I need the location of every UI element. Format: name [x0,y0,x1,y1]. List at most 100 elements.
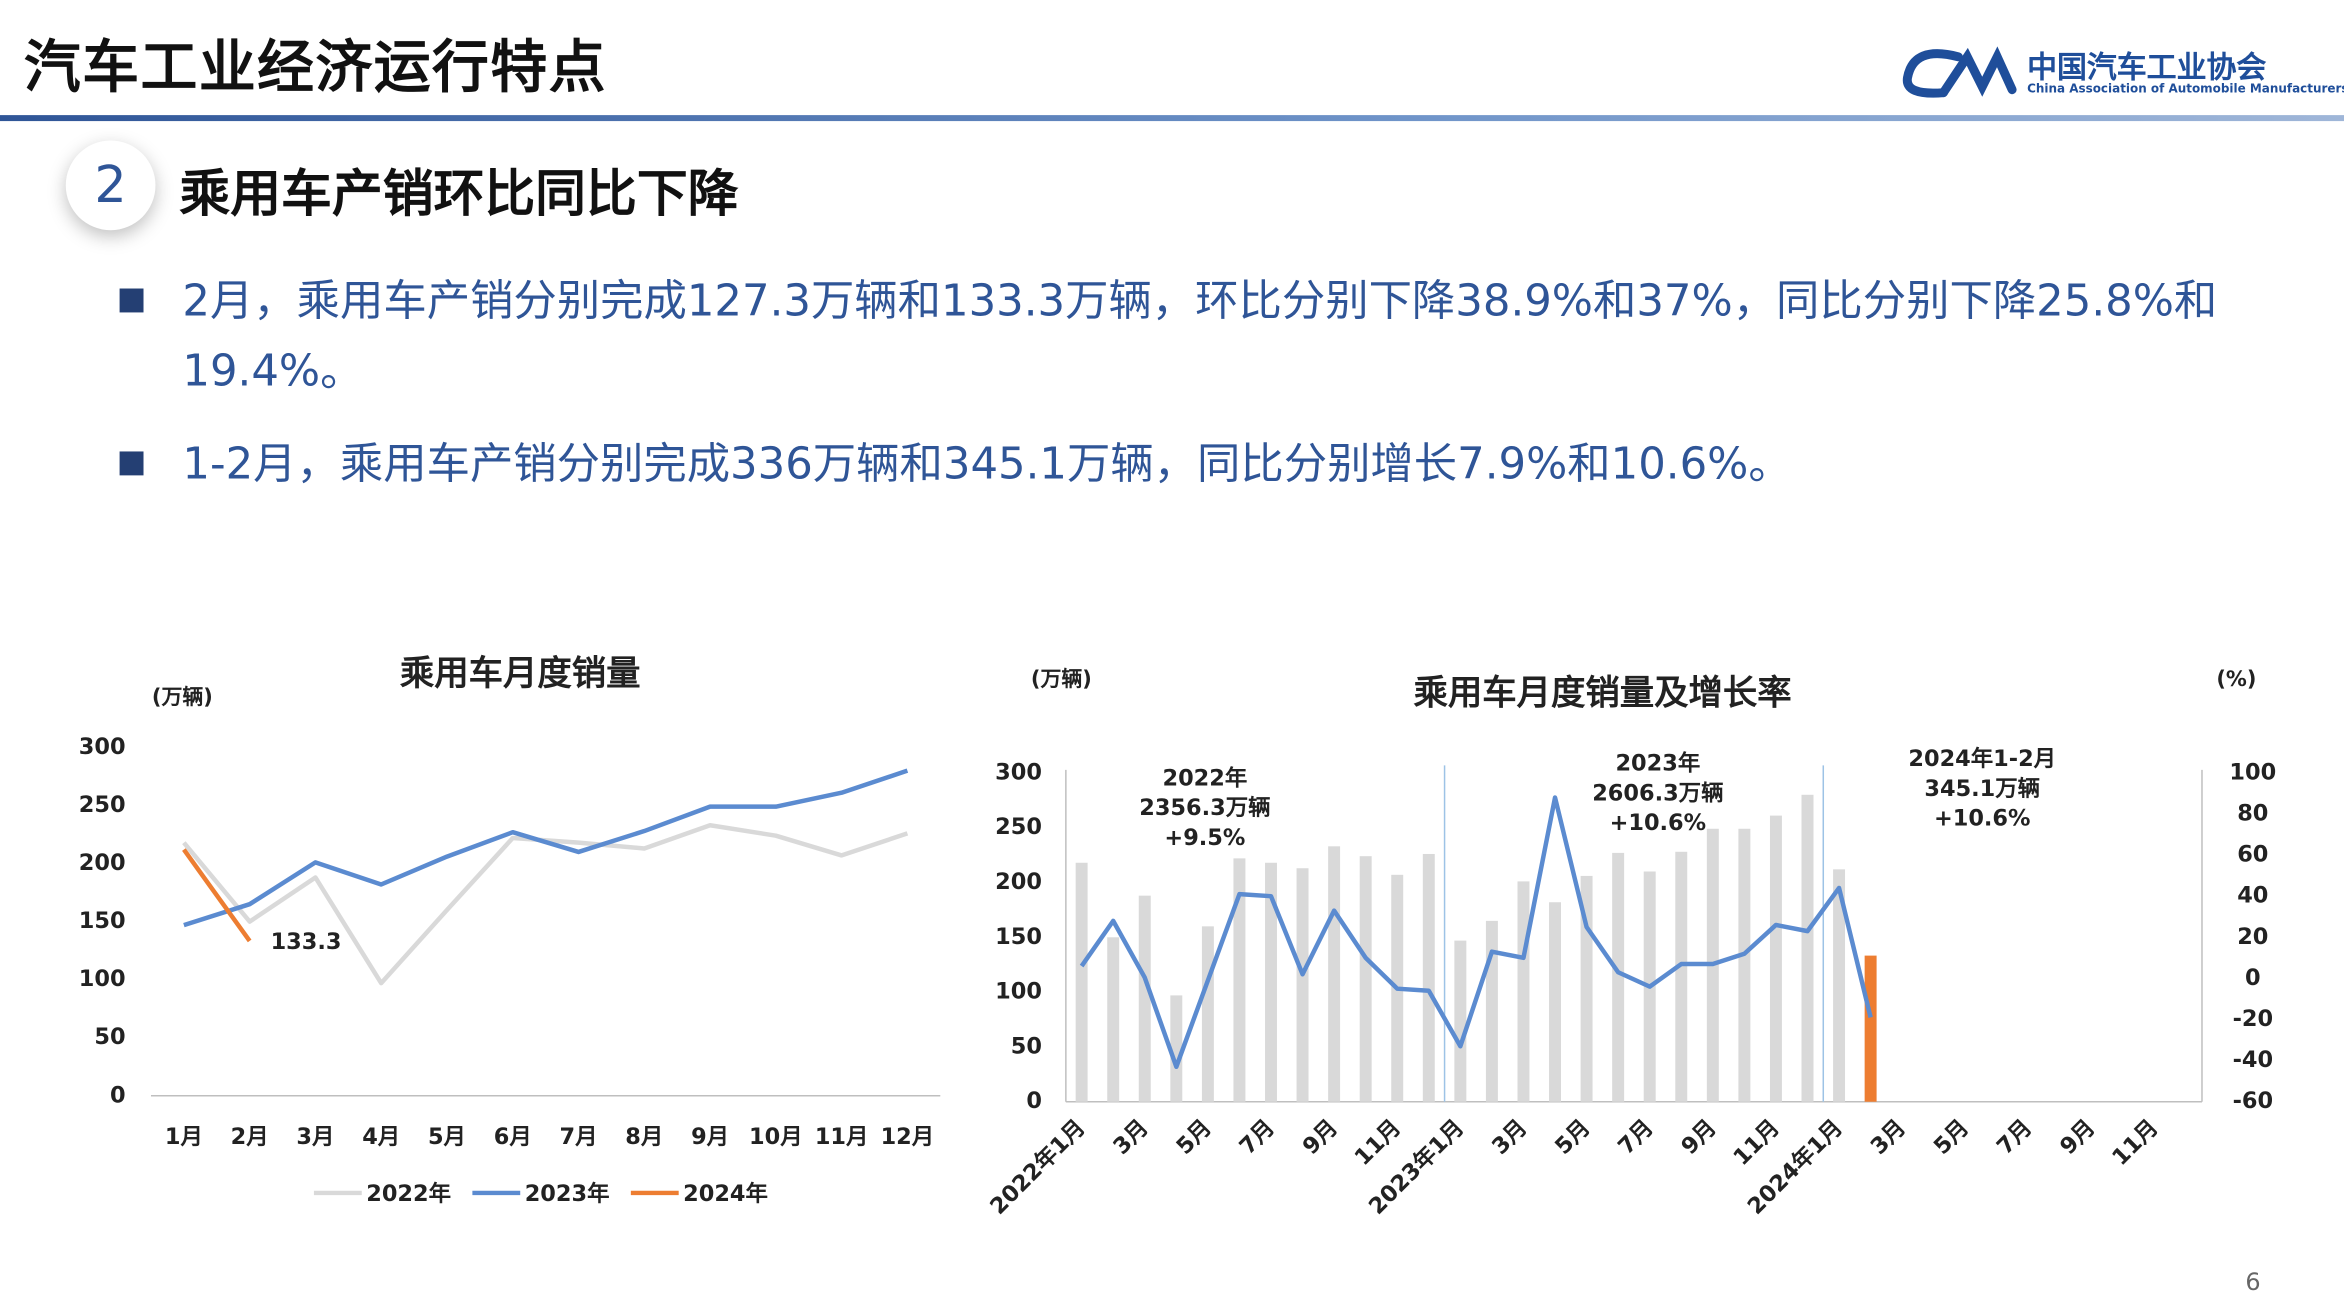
y-tick-label: 0 [110,1082,126,1108]
bar [1328,846,1341,1102]
y-tick-label: -60 [2233,1088,2273,1114]
y-axis-label: (万辆) [1031,667,1092,691]
bar [1612,852,1625,1102]
x-tick-label: 5月 [1171,1115,1216,1160]
legend-label: 2023年 [525,1180,610,1207]
line [182,848,252,943]
x-tick-label: 5月 [1929,1115,1974,1160]
y-tick-label: 100 [2229,759,2276,785]
x-tick-label: 11月 [815,1124,869,1150]
y-tick-label: 60 [2237,842,2268,868]
logo-subtext: China Association of Automobile Manufact… [2027,82,2344,96]
bar [1738,828,1751,1102]
bar [1075,862,1088,1102]
x-tick-label: 12月 [881,1124,935,1150]
y-tick-label: 200 [79,850,126,876]
bar [1296,868,1309,1102]
bar [1422,853,1435,1102]
header-rule [0,115,2344,122]
page-number: 6 [2245,1267,2261,1297]
bar [1454,940,1467,1102]
bar [1233,858,1246,1102]
x-tick-label: 9月 [2055,1115,2100,1160]
x-tick-label: 3月 [1866,1115,1911,1160]
x-tick-label: 3月 [296,1124,334,1150]
legend-label: 2022年 [366,1180,451,1207]
y-tick-label: 20 [2237,924,2268,950]
bar [1675,851,1688,1102]
line [183,768,909,928]
bullet: 2月，乘用车产销分别完成127.3万辆和133.3万辆，环比分别下降38.9%和… [119,266,2273,407]
y-tick-label: 150 [79,908,126,934]
y-tick-label: 300 [79,734,126,760]
x-tick-label: 8月 [625,1124,663,1150]
annotation: 2356.3万辆 [1139,795,1270,821]
bar [1769,815,1782,1102]
bar [1485,920,1498,1102]
y-tick-label: 200 [995,869,1042,895]
y-tick-label: 0 [2245,965,2261,991]
annotation: +10.6% [1610,810,1707,836]
y-tick-label: 80 [2237,800,2268,826]
x-tick-label: 11月 [1350,1115,1406,1171]
x-tick-label: 11月 [1728,1115,1784,1171]
bar [1107,937,1120,1102]
y-tick-label: 250 [995,814,1042,840]
annotation: +10.6% [1934,806,2031,832]
x-tick-label: 4月 [362,1124,400,1150]
y2-axis-label: (%) [2216,667,2256,691]
chart-title: 乘用车月度销量及增长率 [1413,674,1791,714]
y-tick-label: 50 [1011,1033,1042,1059]
x-tick-label: 5月 [428,1124,466,1150]
annotation: 2022年 [1162,764,1247,791]
x-tick-label: 3月 [1487,1115,1532,1160]
bar [1833,869,1846,1102]
y-tick-label: 100 [79,966,126,992]
x-tick-label: 2月 [231,1124,269,1150]
line [182,822,909,986]
x-tick-label: 2022年1月 [985,1114,1091,1220]
y-tick-label: 50 [94,1024,125,1050]
chart-title: 乘用车月度销量 [400,654,641,694]
bar [1138,895,1151,1102]
annotation: 2024年1-2月 [1908,745,2056,772]
y-tick-label: 40 [2237,883,2268,909]
x-tick-label: 9月 [691,1124,729,1150]
x-tick-label: 5月 [1550,1115,1595,1160]
logo-text: 中国汽车工业协会 [2027,49,2267,86]
y-tick-label: 0 [1026,1088,1042,1114]
x-tick-label: 11月 [2107,1115,2163,1171]
x-tick-label: 3月 [1108,1115,1153,1160]
annotation: +9.5% [1164,825,1245,851]
y-tick-label: 150 [995,924,1042,950]
y-tick-label: -40 [2233,1047,2273,1073]
y-tick-label: 250 [79,792,126,818]
x-tick-label: 7月 [1235,1115,1280,1160]
bar [1580,875,1593,1102]
annotation: 2606.3万辆 [1592,780,1723,806]
bar [1864,955,1877,1102]
bar [1170,995,1183,1102]
x-tick-label: 7月 [1992,1115,2037,1160]
y-axis-label: (万辆) [152,685,213,709]
x-tick-label: 10月 [749,1124,803,1150]
line [1079,795,1873,1070]
x-tick-label: 6月 [494,1124,532,1150]
bar [1201,926,1214,1102]
bar [1359,856,1372,1102]
x-tick-label: 7月 [1613,1115,1658,1160]
x-tick-label: 7月 [560,1124,598,1150]
annotation: 345.1万辆 [1924,776,2040,802]
legend-label: 2024年 [683,1180,768,1207]
x-tick-label: 9月 [1298,1115,1343,1160]
logo-m [1938,46,2017,98]
bar [1517,881,1530,1102]
logo-mark [1902,46,2017,98]
x-tick-label: 1月 [165,1124,203,1150]
x-tick-label: 9月 [1676,1115,1721,1160]
page-title: 汽车工业经济运行特点 [23,34,607,101]
bar [1265,862,1277,1102]
data-label: 133.3 [271,929,342,955]
